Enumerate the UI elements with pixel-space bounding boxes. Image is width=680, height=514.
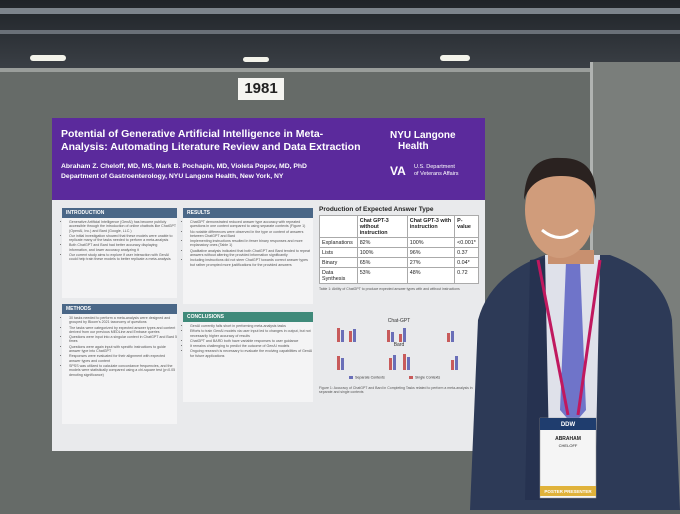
poster-affiliation: Department of Gastroenterology, NYU Lang…: [61, 173, 284, 180]
section: INTRODUCTION Generative Artificial Intell…: [62, 208, 177, 298]
table-title: Production of Expected Answer Type: [319, 206, 434, 213]
figure-label: Bard: [394, 342, 405, 348]
va-text-line: of Veterans Affairs: [414, 170, 459, 177]
nyu-logo: NYU Langone Health: [390, 130, 456, 152]
table-cell: 27%: [406, 257, 456, 268]
table-row: Lists 100% 96% 0.37: [319, 247, 479, 258]
va-text: U.S. Department of Veterans Affairs: [414, 164, 459, 177]
lanyard: [576, 259, 602, 416]
badge-name: ABRAHAM: [555, 436, 581, 442]
table: Chat GPT-3 without instruction Chat GPT-3…: [319, 215, 479, 284]
figure-bars: [341, 328, 458, 370]
bullet: 30 tasks needed to perform a meta-analys…: [69, 316, 177, 325]
bullet: Implementing instructions resulted in fe…: [190, 239, 313, 248]
section-heading: RESULTS: [183, 208, 313, 218]
ceiling-beam: [0, 30, 680, 34]
table-cell: Explanations: [319, 237, 358, 248]
booth-number: 1981: [238, 78, 284, 100]
bullet-list: 30 tasks needed to perform a meta-analys…: [62, 316, 177, 377]
bullet-list: GenAI currently falls short in performin…: [183, 324, 313, 358]
hair: [524, 157, 597, 200]
section: METHODS 30 tasks needed to perform a meta…: [62, 304, 177, 424]
bullet-list: Generative Artificial Intelligence (GenA…: [62, 220, 177, 262]
section: RESULTS ChatGPT demonstrated reduced answ…: [183, 208, 313, 304]
legend-swatch: [409, 376, 413, 379]
figure-bars: [337, 328, 454, 370]
table-cell: 82%: [356, 237, 408, 248]
person: DDW ABRAHAM CHELOFF POSTER PRESENTER: [470, 157, 680, 510]
table-block: Production of Expected Answer Type Chat …: [319, 206, 479, 291]
nyu-logo-line: NYU Langone: [390, 130, 456, 141]
bullet: Efforts to train GenAI models via user i…: [190, 329, 313, 338]
face: [525, 162, 595, 258]
nyu-logo-line: Health: [398, 141, 429, 152]
table-cell: 65%: [356, 257, 408, 268]
bullet: Our current study aims to explore if use…: [69, 253, 177, 262]
badge-ribbon: POSTER PRESENTER: [544, 489, 592, 494]
figure-caption: Figure 1: Accuracy of ChatGPT and Bard i…: [319, 386, 473, 394]
va-logo: VA: [390, 164, 406, 178]
poster-header: [52, 118, 485, 200]
bullet: GenAI currently falls short in performin…: [190, 324, 313, 328]
bullet: ChatGPT and BARD both have variable resp…: [190, 339, 313, 343]
ceiling-light: [243, 57, 269, 62]
table-cell: 96%: [406, 247, 456, 258]
poster-title: Potential of Generative Artificial Intel…: [61, 128, 361, 153]
bullet: Responses were evaluated for their align…: [69, 354, 177, 363]
table-header-cell: P-value: [454, 215, 479, 238]
bullet: Generative Artificial Intelligence (GenA…: [69, 220, 177, 233]
bullet: No notable differences were observed in …: [190, 230, 313, 239]
smile: [541, 228, 579, 239]
table-header-cell: Chat GPT-3 without instruction: [356, 215, 408, 238]
tie: [560, 262, 586, 425]
section-heading: INTRODUCTION: [62, 208, 177, 218]
table-row: Data Synthesis 53% 48% 0.72: [319, 267, 479, 284]
poster: Potential of Generative Artificial Intel…: [52, 118, 485, 451]
legend-label: Single Contexts: [415, 376, 440, 380]
bullet: SPSS was utilized to calculate concordan…: [69, 364, 177, 377]
table-cell: Binary: [319, 257, 358, 268]
badge: DDW ABRAHAM CHELOFF POSTER PRESENTER: [539, 417, 597, 499]
bullet: Our initial investigation showed that th…: [69, 234, 177, 243]
table-cell: Lists: [319, 247, 358, 258]
bullet-list: ChatGPT demonstrated reduced answer type…: [183, 220, 313, 267]
bullet: Qualitative analysis indicated that both…: [190, 249, 313, 258]
bullet: Including instructions did not steer Cha…: [190, 258, 313, 267]
bullet: Ongoing research is necessary to evaluat…: [190, 349, 313, 358]
table-cell: 100%: [406, 237, 456, 248]
table-cell: 100%: [356, 247, 408, 258]
bullet: Both ChatGPT and Bard had better accurac…: [69, 243, 177, 252]
table-header-cell: [319, 215, 358, 238]
section-heading: CONCLUSIONS: [183, 312, 313, 322]
ceiling-beam: [0, 8, 680, 14]
bullet: ChatGPT demonstrated reduced answer type…: [190, 220, 313, 229]
table-cell: 0.72: [454, 267, 479, 284]
va-text-line: U.S. Department: [414, 164, 455, 170]
figure: Chat-GPT Bard Separate Contexts Single C…: [319, 318, 473, 394]
badge-event: DDW: [561, 422, 576, 428]
bullet: Questions were input into a singular con…: [69, 335, 177, 344]
figure-label: Chat-GPT: [388, 318, 411, 324]
table-cell: 48%: [406, 267, 456, 284]
table-header-cell: Chat GPT-3 with instruction: [406, 215, 456, 238]
table-caption: Table 1: Ability of ChatGPT to produce e…: [319, 287, 460, 291]
poster-authors: Abraham Z. Cheloff, MD, MS, Mark B. Poch…: [61, 163, 307, 170]
legend-swatch: [349, 376, 353, 379]
badge-surname: CHELOFF: [559, 443, 578, 448]
lanyard: [536, 259, 570, 416]
ceiling-light: [440, 55, 470, 61]
bullet: Questions were again input with specific…: [69, 345, 177, 354]
legend-label: Separate Contexts: [355, 376, 385, 380]
bullet: The tasks were categorized by expected a…: [69, 326, 177, 335]
ceiling-light: [30, 55, 66, 61]
bullet: It remains challenging to predict the ou…: [190, 344, 313, 348]
section: CONCLUSIONS GenAI currently falls short i…: [183, 312, 313, 402]
table-cell: Data Synthesis: [319, 267, 358, 284]
section-heading: METHODS: [62, 304, 177, 314]
table-cell: 53%: [356, 267, 408, 284]
